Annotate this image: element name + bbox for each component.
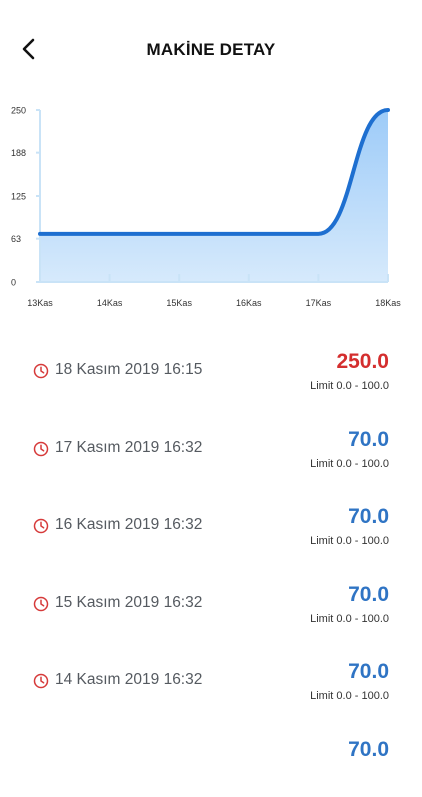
clock-icon xyxy=(33,518,49,534)
chart-area-fill xyxy=(40,110,388,282)
y-tick-label: 63 xyxy=(11,234,21,244)
reading-limit: Limit 0.0 - 100.0 xyxy=(310,690,389,702)
x-tick-label: 13Kas xyxy=(27,298,53,308)
reading-value: 250.0 xyxy=(336,350,389,374)
reading-date: 16 Kasım 2019 16:32 xyxy=(55,516,202,534)
reading-row[interactable]: 14 Kasım 2019 16:32 70.0 Limit 0.0 - 100.0 xyxy=(0,642,422,720)
clock-icon xyxy=(33,441,49,457)
reading-row[interactable]: 16 Kasım 2019 16:32 70.0 Limit 0.0 - 100.0 xyxy=(0,487,422,565)
y-tick-label: 250 xyxy=(11,106,26,116)
page-title: MAKİNE DETAY xyxy=(0,40,422,60)
x-tick-label: 15Kas xyxy=(166,298,192,308)
chart-svg: 0 63 125 188 250 13Kas 14Kas 15Kas 16Kas 17Kas 18K… xyxy=(0,96,422,326)
y-tick-label: 188 xyxy=(11,148,26,158)
reading-value: 70.0 xyxy=(348,428,389,452)
x-tick-label: 17Kas xyxy=(306,298,332,308)
x-tick-label: 18Kas xyxy=(375,298,401,308)
reading-date: 17 Kasım 2019 16:32 xyxy=(55,439,202,457)
reading-value: 70.0 xyxy=(348,583,389,607)
reading-row[interactable]: 17 Kasım 2019 16:32 70.0 Limit 0.0 - 100.0 xyxy=(0,410,422,488)
reading-value: 70.0 xyxy=(348,660,389,684)
reading-row[interactable]: 70.0 xyxy=(0,720,422,797)
app-header: MAKİNE DETAY xyxy=(0,0,422,100)
reading-limit: Limit 0.0 - 100.0 xyxy=(310,535,389,547)
reading-row[interactable]: 18 Kasım 2019 16:15 250.0 Limit 0.0 - 100.… xyxy=(0,332,422,410)
x-tick-label: 14Kas xyxy=(97,298,123,308)
x-tick-label: 16Kas xyxy=(236,298,262,308)
series-line xyxy=(40,110,388,234)
reading-limit: Limit 0.0 - 100.0 xyxy=(310,458,389,470)
readings-list: 18 Kasım 2019 16:15 250.0 Limit 0.0 - 100.… xyxy=(0,332,422,797)
reading-date: 14 Kasım 2019 16:32 xyxy=(55,671,202,689)
reading-limit: Limit 0.0 - 100.0 xyxy=(310,380,389,392)
clock-icon xyxy=(33,596,49,612)
y-tick-label: 125 xyxy=(11,192,26,202)
reading-date: 18 Kasım 2019 16:15 xyxy=(55,361,202,379)
reading-row[interactable]: 15 Kasım 2019 16:32 70.0 Limit 0.0 - 100.0 xyxy=(0,565,422,643)
reading-limit: Limit 0.0 - 100.0 xyxy=(310,613,389,625)
y-tick-label: 0 xyxy=(11,278,16,288)
clock-icon xyxy=(33,673,49,689)
clock-icon xyxy=(33,363,49,379)
reading-value: 70.0 xyxy=(348,505,389,529)
reading-date: 15 Kasım 2019 16:32 xyxy=(55,594,202,612)
chart: 0 63 125 188 250 13Kas 14Kas 15Kas 16Kas 17Kas 18K… xyxy=(0,96,422,326)
